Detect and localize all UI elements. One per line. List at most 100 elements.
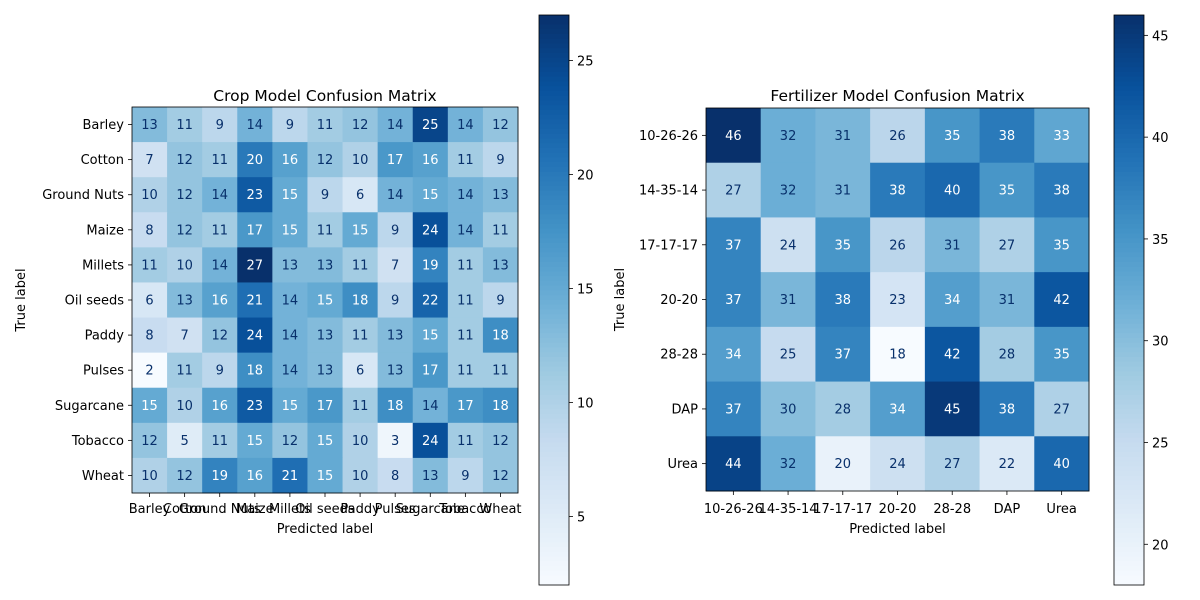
colorbar-segment xyxy=(1114,418,1144,425)
colorbar-segment xyxy=(539,504,569,510)
heatmap-cell xyxy=(1034,326,1090,383)
heatmap-cell xyxy=(272,142,308,178)
cell-value-label: 9 xyxy=(391,223,399,238)
colorbar-segment xyxy=(539,314,569,320)
heatmap-cell xyxy=(447,352,484,389)
colorbar-tick-label: 15 xyxy=(577,283,594,298)
colorbar-segment xyxy=(1114,547,1144,553)
heatmap-cell xyxy=(870,108,926,164)
cell-value-label: 13 xyxy=(176,294,193,309)
cell-value-label: 24 xyxy=(247,329,264,344)
colorbar-segment xyxy=(539,285,569,292)
colorbar-segment xyxy=(1114,447,1144,453)
colorbar-segment xyxy=(539,323,569,330)
cell-value-label: 31 xyxy=(780,293,797,308)
heatmap-cell xyxy=(482,282,519,319)
colorbar-segment xyxy=(539,119,569,125)
heatmap-cell xyxy=(412,107,449,143)
colorbar-segment xyxy=(539,357,569,363)
colorbar-segment xyxy=(1114,485,1144,491)
colorbar-segment xyxy=(1114,48,1144,54)
chart-title: Fertilizer Model Confusion Matrix xyxy=(770,87,1024,105)
cell-value-label: 28 xyxy=(835,402,852,417)
cell-value-label: 13 xyxy=(492,258,509,273)
cell-value-label: 15 xyxy=(422,188,439,203)
heatmap-cell xyxy=(272,317,308,354)
colorbar-segment xyxy=(539,266,569,273)
heatmap-cell xyxy=(482,457,519,494)
colorbar-segment xyxy=(1114,133,1144,140)
heatmap-cell xyxy=(447,142,484,178)
colorbar-segment xyxy=(539,490,569,496)
colorbar-segment xyxy=(539,428,569,434)
cell-value-label: 13 xyxy=(317,364,334,379)
x-tick-label: Pulses xyxy=(375,502,416,517)
cell-value-label: 15 xyxy=(282,399,299,414)
cell-value-label: 27 xyxy=(725,184,742,199)
cell-value-label: 35 xyxy=(835,238,852,253)
colorbar-segment xyxy=(539,252,569,258)
heatmap-cell xyxy=(412,317,449,354)
y-tick-label: 10-26-26 xyxy=(639,129,698,144)
heatmap-cell xyxy=(167,212,203,248)
heatmap-cell xyxy=(307,212,344,248)
colorbar-segment xyxy=(1114,29,1144,35)
colorbar-segment xyxy=(539,214,569,220)
colorbar-segment xyxy=(1114,95,1144,102)
heatmap-cell xyxy=(706,217,762,273)
heatmap-cell xyxy=(132,387,168,424)
heatmap-cell xyxy=(412,142,449,178)
heatmap-cell xyxy=(447,177,484,213)
colorbar-segment xyxy=(539,480,569,486)
colorbar-segment xyxy=(1114,556,1144,562)
colorbar-segment xyxy=(539,271,569,277)
cell-value-label: 11 xyxy=(211,434,228,449)
cell-value-label: 10 xyxy=(352,469,369,484)
heatmap-cell xyxy=(447,387,484,424)
heatmap-cell xyxy=(377,247,414,283)
cell-value-label: 27 xyxy=(1053,402,1070,417)
colorbar-segment xyxy=(1114,257,1144,263)
heatmap-cell xyxy=(412,247,449,283)
y-tick-label: Oil seeds xyxy=(65,294,125,309)
x-tick-label: Wheat xyxy=(479,502,521,517)
colorbar-segment xyxy=(1114,238,1144,244)
cell-value-label: 14 xyxy=(282,329,299,344)
colorbar-segment xyxy=(539,86,569,92)
cell-value-label: 28 xyxy=(999,348,1016,363)
colorbar-segment xyxy=(539,247,569,254)
heatmap-cell xyxy=(815,381,871,437)
cell-value-label: 34 xyxy=(889,402,906,417)
colorbar-segment xyxy=(539,228,569,235)
colorbar-segment xyxy=(1114,304,1144,311)
heatmap-cell xyxy=(132,422,168,459)
colorbar-segment xyxy=(539,162,569,168)
colorbar-segment xyxy=(539,566,569,572)
colorbar-segment xyxy=(1114,376,1144,382)
heatmap-cell xyxy=(979,272,1035,328)
colorbar-segment xyxy=(539,157,569,163)
colorbar-segment xyxy=(1114,114,1144,121)
cell-value-label: 11 xyxy=(317,223,334,238)
heatmap-cell xyxy=(202,107,238,143)
x-tick-label: Barley xyxy=(129,502,171,517)
colorbar-segment xyxy=(1114,390,1144,396)
heatmap-cell xyxy=(377,387,414,424)
colorbar-segment xyxy=(539,176,569,182)
colorbar-frame xyxy=(538,14,570,586)
colorbar-segment xyxy=(539,257,569,263)
heatmap-cell xyxy=(307,142,344,178)
cell-value-label: 11 xyxy=(176,118,193,133)
heatmap-cell xyxy=(132,282,168,319)
crop-colorbar: 5 10 15 20 25 xyxy=(538,14,594,586)
heatmap-cell xyxy=(1034,272,1090,328)
colorbar-segment xyxy=(539,580,569,586)
colorbar-segment xyxy=(539,556,569,562)
cell-value-label: 34 xyxy=(944,293,961,308)
heatmap-cell xyxy=(412,282,449,319)
heatmap-cell xyxy=(870,436,926,492)
colorbar-segment xyxy=(539,38,569,45)
heatmap-cell xyxy=(167,457,203,494)
heatmap-cell xyxy=(377,352,414,389)
cell-value-label: 11 xyxy=(457,153,474,168)
